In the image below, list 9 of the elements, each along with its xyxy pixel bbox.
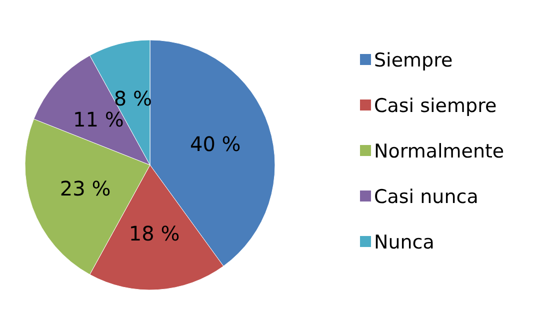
legend-label: Casi nunca	[374, 186, 478, 208]
legend-label: Casi siempre	[374, 95, 497, 118]
data-label: 11 %	[73, 108, 124, 132]
legend-label: Nunca	[374, 232, 434, 254]
legend-label: Normalmente	[374, 140, 504, 163]
data-label: 40 %	[190, 132, 241, 156]
data-label: 23 %	[60, 176, 111, 200]
legend-label: Siempre	[374, 50, 453, 72]
data-label: 18 %	[128, 222, 180, 246]
